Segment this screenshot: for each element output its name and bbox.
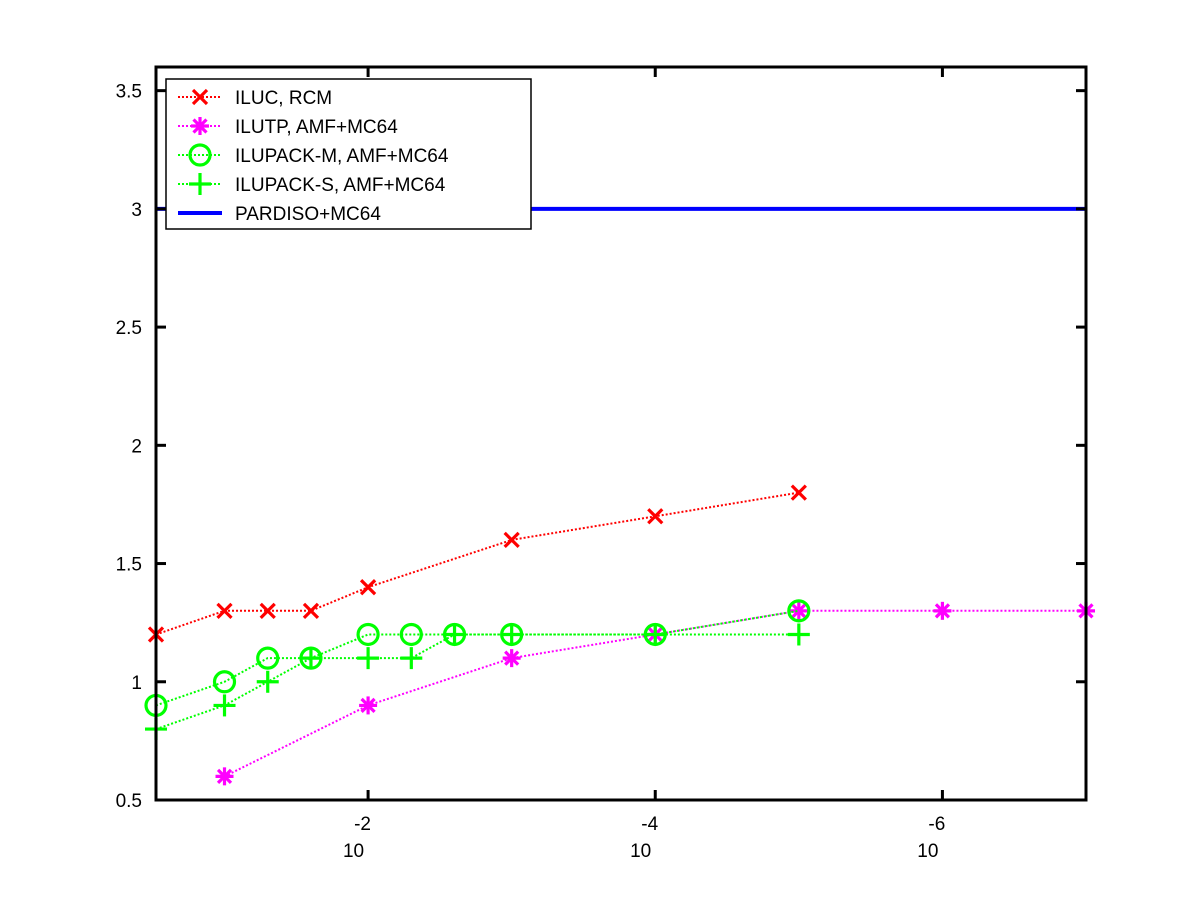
legend-marker (189, 173, 211, 195)
data-point (400, 647, 423, 670)
data-point (443, 623, 466, 646)
x-tick-label-base: 10 (630, 841, 651, 862)
legend-label: ILUPACK-S, AMF+MC64 (235, 175, 446, 196)
data-point (256, 670, 279, 693)
legend-entry: PARDISO+MC64 (178, 204, 381, 225)
data-point (299, 647, 322, 670)
y-tick-label: 1.5 (116, 555, 142, 576)
data-point (302, 602, 320, 619)
marker-stroke (188, 143, 212, 167)
legend-box (165, 78, 532, 230)
legend-entry: ILUPACK-S, AMF+MC64 (178, 173, 446, 196)
marker-stroke (259, 602, 276, 619)
data-point (647, 508, 664, 525)
legend-label: ILUC, RCM (235, 88, 332, 109)
data-point (787, 599, 811, 623)
data-point (790, 484, 807, 501)
y-tick-label: 0.5 (116, 791, 142, 812)
data-point (502, 649, 521, 668)
marker-stroke (791, 603, 807, 619)
legend-marker (191, 117, 209, 135)
y-tick-label: 3.5 (116, 82, 142, 103)
marker-stroke (192, 118, 208, 134)
data-point (359, 696, 378, 715)
axes-layer: 0.5 1 1.5 2 2.5 3 3.5 10 -2 10 -4 10 -6 (116, 65, 1088, 862)
marker-stroke (503, 531, 520, 549)
marker-stroke (790, 484, 807, 501)
legend-label: ILUTP, AMF+MC64 (235, 117, 398, 138)
axes-frame (154, 65, 1088, 802)
series-line (155, 491, 799, 636)
x-tick-label-base: 10 (917, 841, 938, 862)
marker-stroke (302, 602, 320, 619)
marker-stroke (359, 579, 377, 596)
legend-label: ILUPACK-M, AMF+MC64 (235, 146, 449, 167)
legend-entry: ILUPACK-M, AMF+MC64 (178, 143, 449, 167)
marker-stroke (934, 603, 951, 619)
marker-stroke (216, 768, 233, 784)
x-tick-label-exponent: -6 (928, 814, 945, 835)
data-point (212, 670, 237, 694)
marker-stroke (216, 602, 233, 619)
data-point (399, 622, 423, 647)
data-point (500, 623, 523, 646)
data-point (357, 647, 380, 670)
legend-entry: ILUC, RCM (178, 88, 332, 109)
marker-stroke (360, 697, 376, 714)
marker-stroke (787, 599, 811, 623)
marker-stroke (504, 650, 520, 666)
x-tick-label-exponent: -2 (354, 814, 371, 835)
marker-stroke (647, 508, 664, 525)
data-point (644, 623, 667, 646)
marker-stroke (191, 88, 209, 106)
y-tick-label: 3 (131, 200, 142, 221)
legend-marker (188, 143, 212, 167)
data-point (359, 579, 377, 596)
legend-entry: ILUTP, AMF+MC64 (178, 117, 398, 138)
marker-stroke (399, 622, 423, 647)
x-tick-label-exponent: -4 (641, 814, 658, 835)
x-tick-label-base: 10 (343, 841, 364, 862)
data-point (213, 694, 236, 717)
series-line (155, 609, 799, 707)
marker-stroke (356, 622, 380, 647)
data-point (933, 601, 952, 620)
legend-marker (191, 88, 209, 106)
data-point (215, 767, 234, 786)
y-tick-label: 1 (131, 673, 142, 694)
y-tick-label: 2 (131, 436, 142, 457)
series-line (155, 633, 799, 731)
series-0 (147, 484, 807, 643)
data-point (787, 623, 810, 646)
marker-stroke (256, 646, 280, 670)
y-tick-label: 2.5 (116, 318, 142, 339)
data-point (356, 622, 380, 647)
data-point (259, 602, 276, 619)
marker-stroke (212, 670, 237, 694)
data-point (503, 531, 520, 549)
legend: ILUC, RCM ILUTP, AMF+MC64 ILUPACK-M, AMF+M… (165, 78, 532, 230)
data-point (256, 646, 280, 670)
data-point (216, 602, 233, 619)
legend-label: PARDISO+MC64 (235, 204, 381, 225)
